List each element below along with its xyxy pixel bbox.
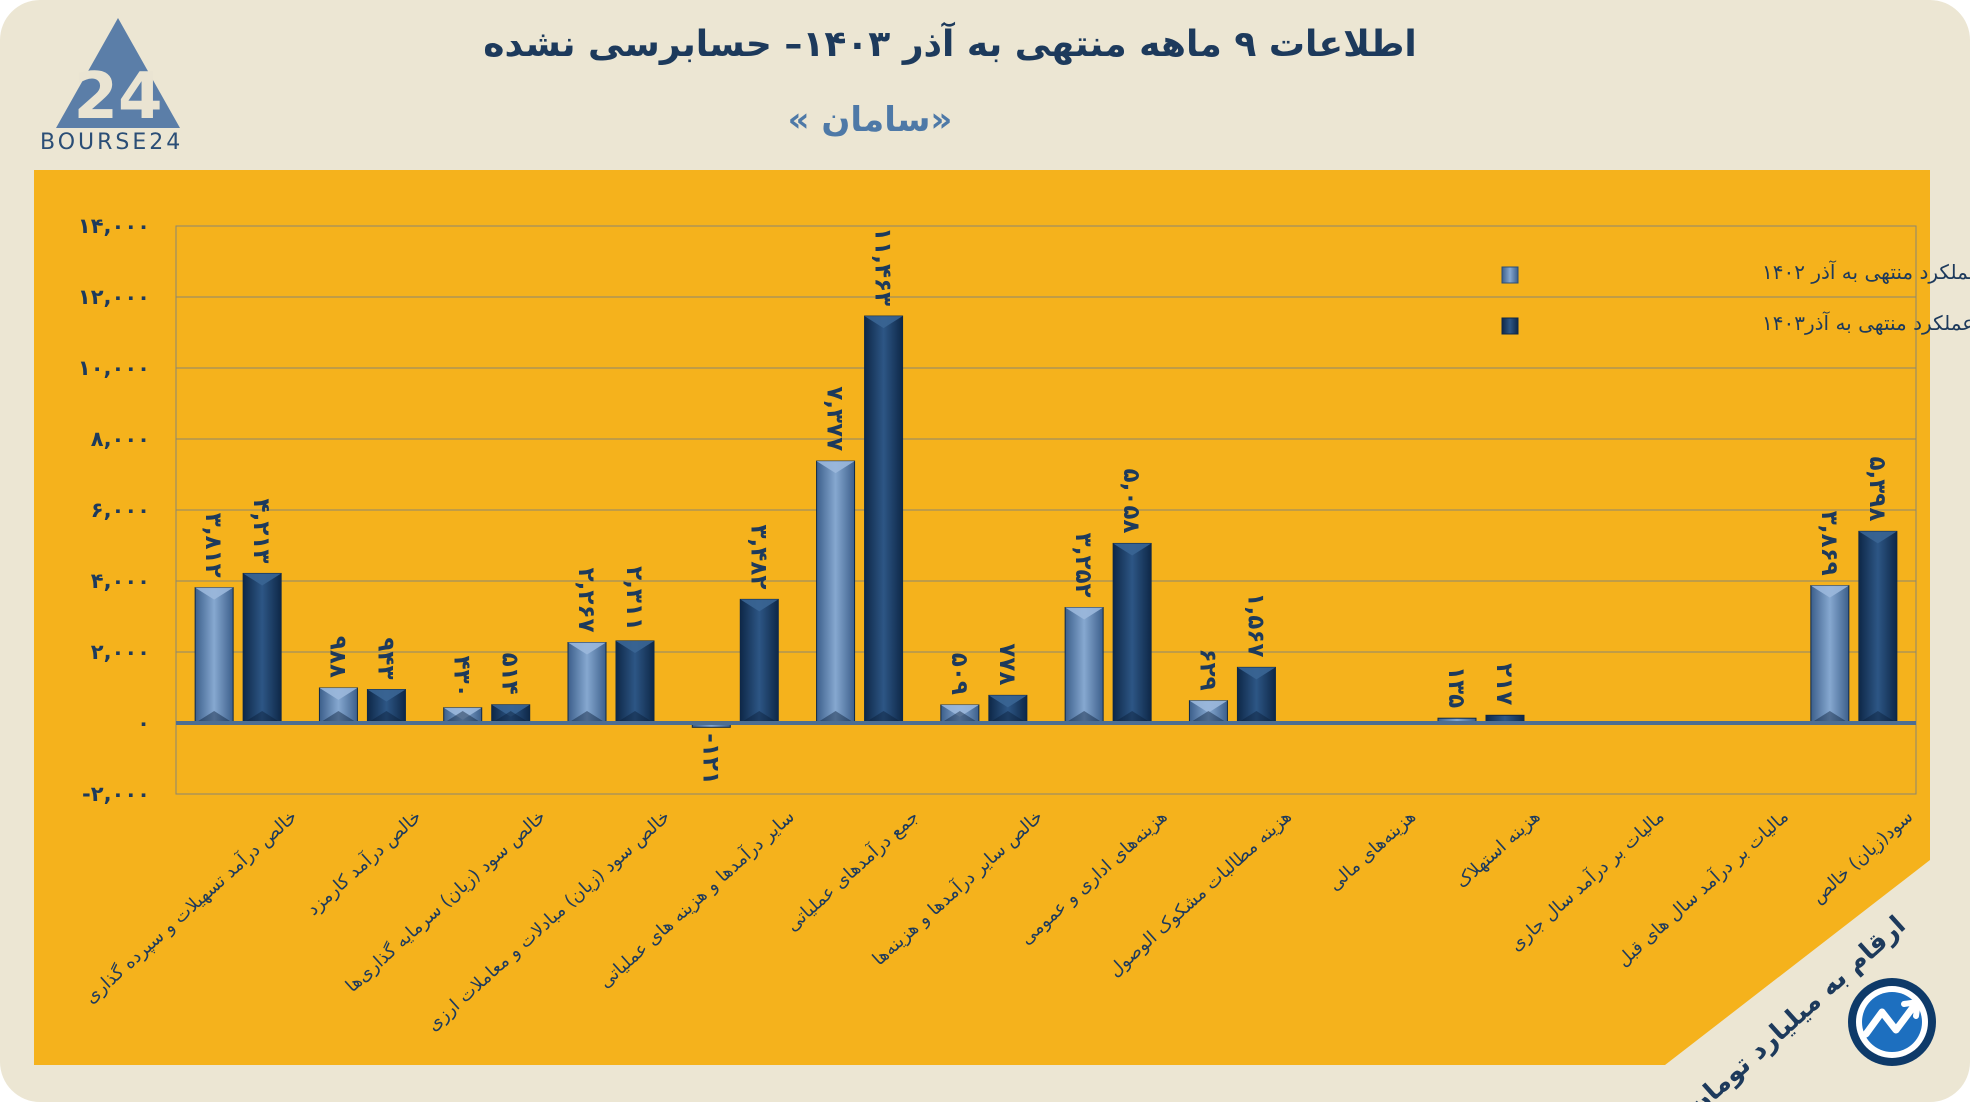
bar-series-2 [864, 315, 904, 724]
company-name: «سامان » [787, 100, 953, 140]
data-label: ۳,۴۸۲ [745, 524, 771, 589]
legend-swatch-series-1 [1501, 266, 1519, 284]
bar-series-2 [615, 640, 655, 724]
data-label: ۵,۰۵۸ [1118, 469, 1144, 534]
legend-swatch-series-2 [1501, 317, 1519, 335]
bar-series-2 [1858, 530, 1898, 724]
data-label: ۳,۸۶۹ [1816, 511, 1842, 576]
bar-series-1 [940, 704, 980, 724]
data-label: ۱۳۵ [1443, 666, 1469, 708]
bar-series-1 [1188, 700, 1228, 724]
bar-series-2 [988, 694, 1028, 724]
svg-text:24: 24 [73, 60, 162, 134]
data-label: ۶۲۹ [1194, 649, 1220, 691]
y-tick-label: ۱۴,۰۰۰ [78, 214, 150, 238]
bar-series-1 [1064, 607, 1104, 724]
data-label: ۹۸۸ [324, 636, 350, 678]
data-label: ۱۱,۴۶۳ [870, 227, 896, 306]
y-axis: -۲,۰۰۰ ۰ ۲,۰۰۰ ۴,۰۰۰ ۶,۰۰۰ ۸,۰۰۰ ۱۰,۰۰۰ ۱۲,۰۰۰ ۱… [78, 214, 150, 806]
data-label: ۵۰۹ [946, 653, 972, 695]
data-label: ۲,۲۶۷ [573, 568, 599, 633]
data-labels: ۳,۸۱۲ ۴,۲۱۳ ۹۸۸ ۹۴۳ ۴۳۰ ۵۱۴ ۲,۲۶۷ ۲,۳۱۱ -۱۲۱ ۳,۴۸… [200, 227, 1890, 785]
y-tick-label: ۰ [137, 711, 150, 735]
y-tick-label: ۱۰,۰۰۰ [78, 356, 150, 380]
bourse24-logo-icon: 24 [56, 18, 180, 134]
y-tick-label: -۲,۰۰۰ [82, 782, 150, 806]
logo-wordmark: BOURSE24 [40, 130, 184, 155]
data-label: ۷۷۸ [994, 643, 1020, 685]
data-label: ۷,۳۷۷ [822, 386, 848, 451]
bar-series-1 [816, 460, 856, 724]
data-label: ۵,۳۹۸ [1864, 456, 1890, 521]
y-tick-label: ۲,۰۰۰ [91, 640, 150, 664]
legend-label-series-2: عملکرد منتهی به آذر۱۴۰۳ [1762, 310, 1970, 335]
bar-series-2 [242, 572, 282, 724]
data-label: ۴۳۰ [449, 656, 475, 698]
page-title: اطلاعات ۹ ماهه منتهی به آذر ۱۴۰۳– حسابرس… [483, 24, 1417, 65]
data-label: ۴,۲۱۳ [248, 499, 274, 564]
data-label: -۱۲۱ [697, 733, 723, 785]
data-label: ۵۱۴ [497, 653, 523, 695]
legend-label-series-1: عملکرد منتهی به آذر ۱۴۰۲ [1762, 259, 1970, 284]
bar-series-2 [739, 598, 779, 724]
data-label: ۲۱۷ [1491, 663, 1517, 705]
bar-series-1 [567, 642, 607, 724]
bar-series-2 [491, 704, 531, 724]
y-tick-label: ۶,۰۰۰ [91, 498, 150, 522]
data-label: ۳,۲۵۲ [1070, 533, 1096, 598]
legend: عملکرد منتهی به آذر ۱۴۰۲ عملکرد منتهی به… [1501, 259, 1970, 335]
y-tick-label: ۸,۰۰۰ [91, 427, 150, 451]
bar-series-2 [1112, 542, 1152, 724]
bar-series-1 [443, 707, 483, 724]
bar-series-1 [194, 587, 234, 724]
bar-series-1 [318, 687, 358, 724]
data-label: ۳,۸۱۲ [200, 513, 226, 578]
data-label: ۲,۳۱۱ [621, 566, 647, 631]
trend-logo-icon [1848, 978, 1936, 1066]
bar-series-2 [366, 689, 406, 724]
bar-series-2 [1236, 666, 1276, 724]
data-label: ۱,۵۶۷ [1242, 592, 1268, 657]
y-tick-label: ۴,۰۰۰ [91, 569, 150, 593]
y-tick-label: ۱۲,۰۰۰ [78, 285, 150, 309]
data-label: ۹۴۳ [372, 637, 398, 679]
bar-series-1 [1810, 585, 1850, 724]
bars [194, 315, 1898, 728]
